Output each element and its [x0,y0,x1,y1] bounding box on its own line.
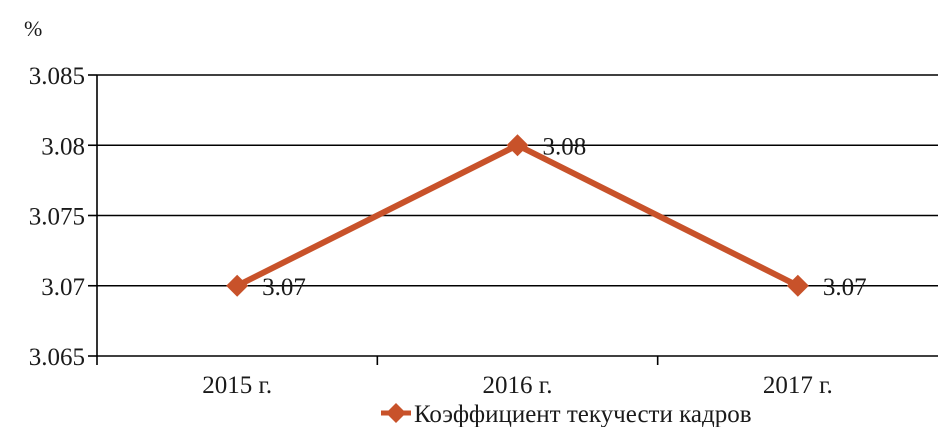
data-point-marker [226,274,249,297]
y-tick-label: 3.085 [29,63,85,90]
legend: Коэффициент текучести кадров [381,401,752,428]
x-tick-label: 2017 г. [763,372,833,399]
y-tick-label: 3.065 [29,344,85,371]
axes [96,75,938,365]
data-label: 3.07 [823,274,867,301]
data-labels: 3.07 3.08 3.07 [262,133,866,301]
x-tick-labels: 2015 г. 2016 г. 2017 г. [202,372,833,399]
legend-marker-icon [386,403,406,423]
x-tick-label: 2016 г. [483,372,553,399]
y-tick-label: 3.08 [41,133,85,160]
data-label: 3.08 [543,133,587,160]
series-group [226,134,809,297]
data-point-marker [786,274,809,297]
y-unit-label: % [24,16,42,41]
y-tick-label: 3.075 [29,204,85,231]
legend-label: Коэффициент текучести кадров [414,401,752,427]
x-tick-label: 2015 г. [202,372,272,399]
data-label: 3.07 [262,274,306,301]
data-point-marker [506,134,529,157]
gridlines [88,74,938,357]
y-tick-label: 3.07 [41,274,85,301]
y-tick-labels: 3.065 3.07 3.075 3.08 3.085 [29,63,85,371]
